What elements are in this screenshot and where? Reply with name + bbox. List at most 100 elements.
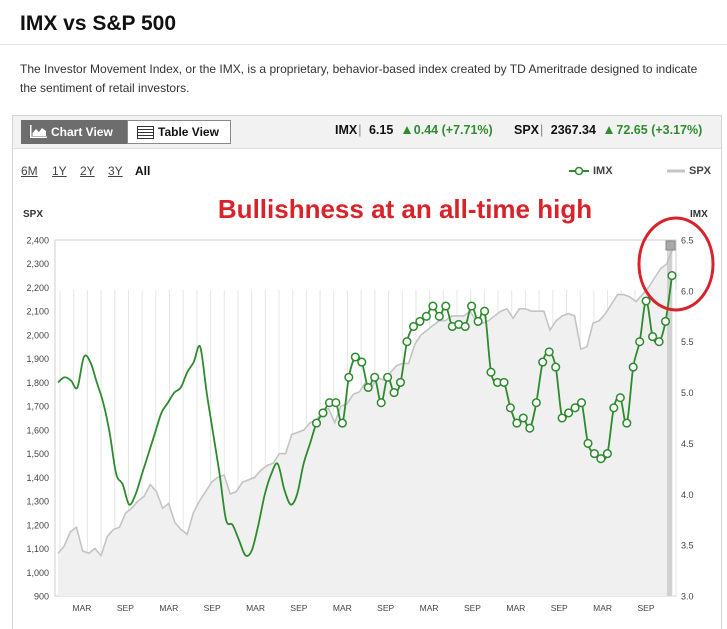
spx-change: 72.65 <box>616 123 648 137</box>
imx-point <box>648 332 658 342</box>
imx-point <box>660 316 671 326</box>
legend-spx[interactable]: SPX <box>667 165 711 177</box>
chart-view-label: Chart View <box>51 125 113 139</box>
left-tick-label: 1,900 <box>26 354 49 364</box>
imx-point <box>311 418 322 428</box>
imx-point <box>583 438 593 448</box>
imx-point <box>473 316 483 326</box>
x-tick-label: MAR <box>420 603 439 613</box>
imx-point <box>544 347 554 357</box>
left-tick-label: 2,100 <box>26 307 49 317</box>
imx-legend-icon <box>569 166 589 176</box>
imx-point <box>344 372 354 382</box>
imx-point <box>350 352 360 362</box>
range-handle-grip <box>665 240 676 251</box>
left-tick-label: 1,100 <box>26 544 49 554</box>
annotation-circle <box>637 216 715 312</box>
up-arrow-icon <box>402 126 411 134</box>
right-tick-label: 5.0 <box>681 388 694 398</box>
imx-point <box>641 296 651 306</box>
imx-point <box>383 372 393 382</box>
right-tick-label: 3.5 <box>681 541 694 551</box>
range-3y[interactable]: 3Y <box>108 164 123 178</box>
imx-point <box>421 311 431 321</box>
table-view-button[interactable]: Table View <box>127 120 231 144</box>
imx-quote-label: IMX <box>335 123 358 137</box>
chart-view-button[interactable]: Chart View <box>21 120 127 144</box>
imx-point <box>460 321 470 332</box>
left-tick-label: 1,400 <box>26 473 49 483</box>
right-tick-label: 3.0 <box>681 592 694 602</box>
x-tick-label: MAR <box>333 603 352 613</box>
range-all[interactable]: All <box>135 164 151 178</box>
imx-point <box>602 449 612 459</box>
left-tick-label: 1,800 <box>26 378 49 388</box>
imx-point <box>667 271 677 281</box>
imx-point <box>363 382 373 393</box>
imx-point <box>389 388 399 398</box>
spx-legend-icon <box>667 169 685 173</box>
right-axis-label: IMX <box>690 209 708 220</box>
right-tick-label: 6.0 <box>681 286 694 296</box>
imx-point <box>615 393 625 403</box>
legend-imx[interactable]: IMX <box>569 165 613 177</box>
x-tick-label: MAR <box>246 603 265 613</box>
range-1y[interactable]: 1Y <box>52 164 67 178</box>
imx-point <box>441 301 451 311</box>
title-divider <box>0 44 727 45</box>
x-tick-label: MAR <box>159 603 178 613</box>
x-tick-label: SEP <box>464 603 481 613</box>
spx-change-pct: (+3.17%) <box>651 123 703 137</box>
imx-point <box>538 357 548 367</box>
x-tick-label: MAR <box>593 603 612 613</box>
imx-point <box>486 367 496 377</box>
imx-point <box>370 372 380 382</box>
imx-point <box>331 398 341 408</box>
imx-point <box>628 362 638 372</box>
imx-point <box>518 413 528 423</box>
x-tick-label: SEP <box>117 603 134 613</box>
spx-area <box>58 247 673 597</box>
legend-spx-label: SPX <box>689 165 712 177</box>
imx-point <box>570 403 580 413</box>
left-tick-label: 2,300 <box>26 259 49 269</box>
imx-point <box>357 357 367 367</box>
spx-line <box>57 247 674 558</box>
x-tick-label: MAR <box>506 603 525 613</box>
right-tick-label: 4.0 <box>681 490 694 500</box>
imx-point <box>512 418 522 428</box>
imx-point <box>654 337 664 347</box>
left-tick-label: 1,500 <box>26 449 49 459</box>
imx-point <box>564 408 574 418</box>
imx-point <box>434 311 444 321</box>
imx-point <box>596 454 606 464</box>
range-handle <box>667 240 672 596</box>
spx-quote-label: SPX <box>514 123 540 137</box>
imx-point <box>318 408 328 418</box>
x-tick-label: SEP <box>204 603 221 613</box>
x-tick-label: MAR <box>73 603 92 613</box>
right-tick-label: 5.5 <box>681 337 694 347</box>
imx-point <box>395 377 406 387</box>
imx-point <box>551 362 561 372</box>
imx-point <box>622 418 632 428</box>
table-view-label: Table View <box>158 125 219 139</box>
left-tick-label: 900 <box>34 592 49 602</box>
imx-point <box>337 418 347 428</box>
left-axis-label: SPX <box>23 209 43 220</box>
imx-quote: IMX| 6.15 0.44 (+7.71%) <box>335 123 493 137</box>
left-tick-label: 1,200 <box>26 520 49 530</box>
imx-point <box>531 398 541 408</box>
page-title: IMX vs S&P 500 <box>20 12 177 35</box>
range-6m[interactable]: 6M <box>21 164 38 178</box>
page-description: The Investor Movement Index, or the IMX,… <box>20 62 698 95</box>
imx-point <box>499 377 509 387</box>
spx-quote-value: 2367.34 <box>550 123 596 137</box>
left-tick-label: 2,200 <box>26 283 49 293</box>
range-2y[interactable]: 2Y <box>80 164 95 178</box>
left-tick-label: 1,300 <box>26 497 49 507</box>
x-tick-label: SEP <box>377 603 394 613</box>
imx-point <box>576 398 587 408</box>
x-tick-label: SEP <box>551 603 568 613</box>
